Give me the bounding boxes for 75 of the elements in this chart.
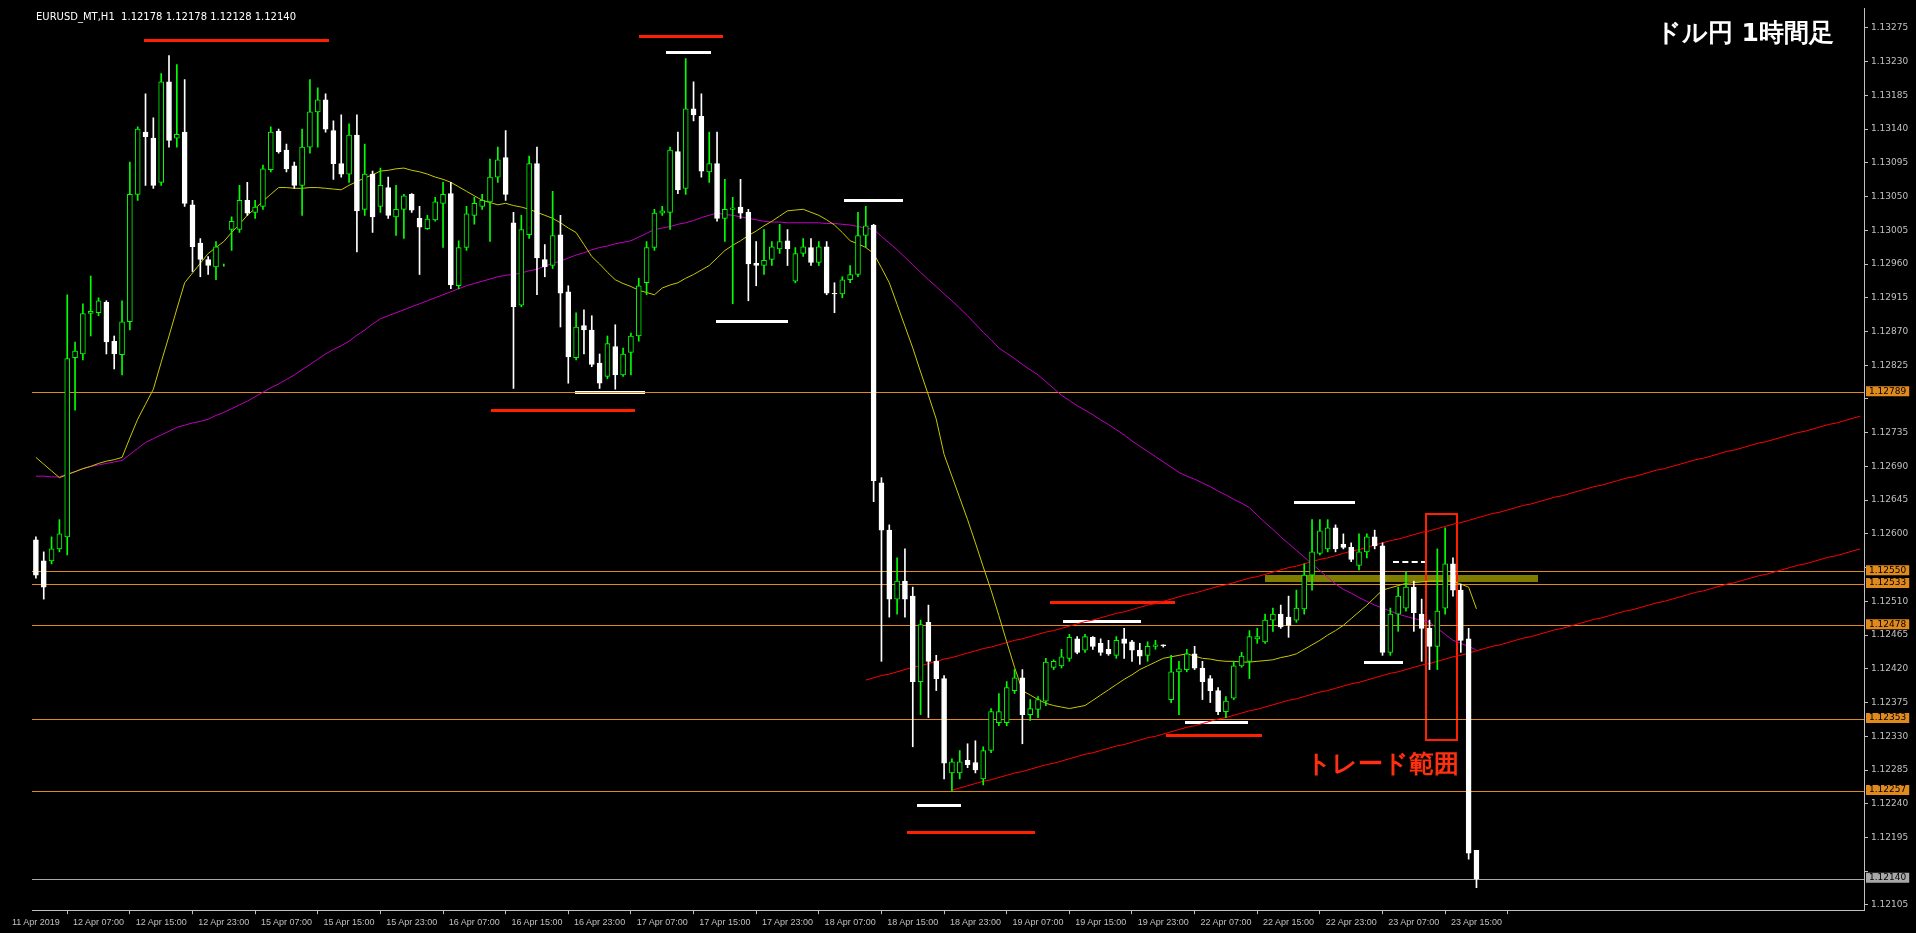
ref-line-label: 1.12140 [1869,872,1907,883]
x-tick-label: 23 Apr 07:00 [1388,917,1440,928]
candlestick [72,341,78,411]
y-tick-label: 1.12330 [1871,730,1909,741]
ref-line-label: 1.12257 [1869,784,1907,795]
y-tick-label: 1.13230 [1871,55,1909,66]
x-tick-label: 12 Apr 07:00 [73,917,125,928]
y-tick-label: 1.13005 [1871,224,1909,235]
y-tick-label: 1.12285 [1871,764,1909,775]
x-tick-label: 18 Apr 07:00 [824,917,876,928]
x-tick-label: 15 Apr 07:00 [260,917,312,928]
candlestick [1270,607,1276,632]
y-tick-label: 1.12915 [1871,292,1909,303]
y-tick-label: 1.13140 [1871,123,1909,134]
candlestick [1254,628,1261,644]
x-tick-label: 16 Apr 07:00 [448,917,500,928]
candlestick [1176,660,1182,715]
y-tick-label: 1.12690 [1871,460,1909,471]
x-tick-label: 12 Apr 23:00 [198,917,250,928]
candlestick [541,244,548,278]
y-tick-label: 1.12195 [1871,831,1909,842]
candlestick [581,309,587,355]
candlestick [706,131,713,183]
ref-line-label: 1.12353 [1869,712,1907,723]
y-tick-label: 1.13185 [1871,89,1909,100]
x-tick-label: 17 Apr 07:00 [636,917,688,928]
chart-subtitle: EURUSD_MT,H1 1.12178 1.12178 1.12128 1.12140 [36,10,297,23]
y-tick-label: 1.13095 [1871,157,1909,168]
y-tick-label: 1.12240 [1871,798,1909,809]
y-tick-label: 1.13275 [1871,22,1909,33]
annotation: トレード範囲 [1305,749,1459,779]
ref-line-label: 1.12478 [1869,618,1907,629]
x-tick-label: 22 Apr 23:00 [1325,917,1377,928]
candlestick [729,196,736,305]
y-tick-label: 1.12105 [1871,899,1909,910]
x-tick-label: 15 Apr 23:00 [386,917,438,928]
x-tick-label: 16 Apr 23:00 [574,917,626,928]
y-tick-label: 1.12870 [1871,325,1909,336]
x-tick-label: 19 Apr 23:00 [1137,917,1189,928]
y-tick-label: 1.12510 [1871,595,1909,606]
candlestick [314,87,321,148]
y-tick-label: 1.12960 [1871,258,1909,269]
y-tick-label: 1.12465 [1871,629,1909,640]
y-tick-label: 1.12375 [1871,696,1909,707]
y-tick-label: 1.12600 [1871,528,1909,539]
candlestick [722,178,728,242]
x-tick-label: 22 Apr 15:00 [1263,917,1315,928]
x-tick-label: 16 Apr 15:00 [511,917,563,928]
x-tick-label: 18 Apr 15:00 [887,917,939,928]
x-tick-label: 11 Apr 2019 [11,917,60,928]
x-tick-label: 15 Apr 15:00 [323,917,375,928]
candlestick [1121,628,1127,659]
x-tick-label: 23 Apr 15:00 [1450,917,1502,928]
candlestick [87,275,94,337]
x-tick-label: 17 Apr 15:00 [699,917,751,928]
y-tick-label: 1.13050 [1871,190,1909,201]
ref-line-label: 1.12550 [1869,564,1907,575]
candlestick [753,241,760,287]
y-tick-label: 1.12420 [1871,663,1909,674]
x-tick-label: 22 Apr 07:00 [1200,917,1252,928]
candlestick [393,184,399,236]
y-tick-label: 1.12645 [1871,494,1909,505]
ref-line-label: 1.12789 [1869,385,1907,396]
chart-title: ドル円 1時間足 [1655,18,1834,48]
x-tick-label: 19 Apr 15:00 [1075,917,1127,928]
candlestick [440,181,446,248]
candlestick [761,229,767,275]
y-tick-label: 1.12735 [1871,427,1909,438]
x-tick-label: 12 Apr 15:00 [135,917,187,928]
x-tick-label: 17 Apr 23:00 [761,917,814,928]
candlestick [338,114,345,178]
x-tick-label: 18 Apr 23:00 [949,917,1001,928]
ref-line-label: 1.12533 [1869,577,1907,588]
x-tick-label: 19 Apr 07:00 [1012,917,1064,928]
y-tick-label: 1.12825 [1871,359,1909,370]
